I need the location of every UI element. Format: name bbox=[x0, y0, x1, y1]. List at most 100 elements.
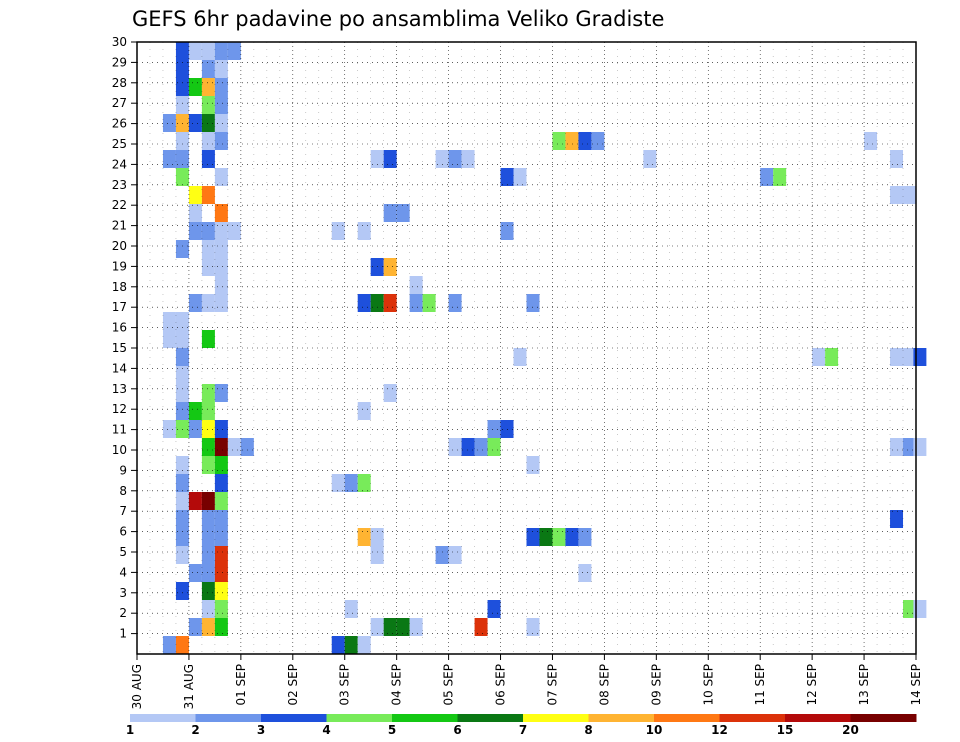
x-tick-label: 01 SEP bbox=[234, 664, 248, 706]
heatmap-cell bbox=[201, 600, 215, 618]
heatmap-cell bbox=[175, 636, 189, 654]
heatmap-cell bbox=[175, 114, 189, 132]
heatmap-cell bbox=[396, 618, 410, 636]
heatmap-cell bbox=[201, 114, 215, 132]
heatmap-cell bbox=[214, 132, 228, 150]
heatmap-cell bbox=[175, 348, 189, 366]
heatmap-cell bbox=[526, 456, 540, 474]
y-axis: 1234567891011121314151617181920212223242… bbox=[112, 35, 137, 641]
heatmap-cell bbox=[578, 528, 592, 546]
heatmap-cell bbox=[175, 78, 189, 96]
heatmap-cell bbox=[175, 510, 189, 528]
heatmap-cell bbox=[396, 204, 410, 222]
heatmap-cell bbox=[890, 150, 904, 168]
heatmap-cell bbox=[357, 474, 371, 492]
heatmap-cell bbox=[214, 168, 228, 186]
heatmap-cell bbox=[773, 168, 787, 186]
heatmap-cell bbox=[409, 276, 423, 294]
heatmap-cell bbox=[487, 600, 501, 618]
heatmap-cell bbox=[201, 618, 215, 636]
heatmap-cell bbox=[214, 420, 228, 438]
x-tick-label: 05 SEP bbox=[442, 664, 456, 706]
heatmap-cell bbox=[435, 150, 449, 168]
heatmap-cell bbox=[448, 294, 462, 312]
heatmap-cell bbox=[214, 438, 228, 456]
heatmap-cell bbox=[422, 294, 436, 312]
y-tick-label: 6 bbox=[119, 525, 127, 539]
heatmap-cell bbox=[565, 132, 579, 150]
heatmap-cell bbox=[214, 258, 228, 276]
heatmap-cell bbox=[825, 348, 839, 366]
heatmap-cell bbox=[552, 132, 566, 150]
x-tick-label: 06 SEP bbox=[494, 664, 508, 706]
heatmap-cell bbox=[370, 258, 384, 276]
heatmap-cell bbox=[188, 294, 202, 312]
heatmap-cell bbox=[864, 132, 878, 150]
heatmap-cell bbox=[201, 582, 215, 600]
heatmap-cell bbox=[175, 402, 189, 420]
heatmap-cell bbox=[513, 168, 527, 186]
heatmap-cell bbox=[175, 150, 189, 168]
heatmap-cell bbox=[201, 60, 215, 78]
heatmap-cell bbox=[331, 474, 345, 492]
heatmap-cell bbox=[201, 546, 215, 564]
heatmap-cell bbox=[188, 618, 202, 636]
y-tick-label: 1 bbox=[119, 627, 127, 641]
heatmap-cell bbox=[201, 258, 215, 276]
heatmap-cell bbox=[383, 294, 397, 312]
heatmap-cell bbox=[487, 420, 501, 438]
heatmap-cell bbox=[383, 204, 397, 222]
legend-label: 1 bbox=[126, 723, 134, 737]
x-tick-label: 09 SEP bbox=[649, 664, 663, 706]
legend-label: 8 bbox=[584, 723, 592, 737]
x-tick-label: 14 SEP bbox=[909, 664, 923, 706]
legend-label: 12 bbox=[711, 723, 728, 737]
heatmap-cell bbox=[175, 96, 189, 114]
legend-label: 4 bbox=[322, 723, 330, 737]
heatmap-cell bbox=[162, 636, 176, 654]
heatmap-cell bbox=[526, 618, 540, 636]
heatmap-cell bbox=[500, 168, 514, 186]
heatmap-cell bbox=[214, 42, 228, 60]
y-tick-label: 20 bbox=[112, 239, 127, 253]
y-tick-label: 30 bbox=[112, 35, 127, 49]
legend-label: 7 bbox=[519, 723, 527, 737]
heatmap-cell bbox=[201, 492, 215, 510]
heatmap-cell bbox=[383, 618, 397, 636]
heatmap-cell bbox=[188, 114, 202, 132]
x-tick-label: 02 SEP bbox=[286, 664, 300, 706]
heatmap-cell bbox=[214, 96, 228, 114]
y-tick-label: 16 bbox=[112, 321, 127, 335]
heatmap-cell bbox=[435, 546, 449, 564]
heatmap-cell bbox=[214, 546, 228, 564]
y-tick-label: 23 bbox=[112, 178, 127, 192]
heatmap-cell bbox=[214, 60, 228, 78]
heatmap-cell bbox=[188, 492, 202, 510]
heatmap-cell bbox=[201, 222, 215, 240]
heatmap-cell bbox=[201, 150, 215, 168]
heatmap-cell bbox=[474, 438, 488, 456]
heatmap-cell bbox=[201, 96, 215, 114]
heatmap-cell bbox=[201, 510, 215, 528]
heatmap-cell bbox=[175, 528, 189, 546]
heatmap-cell bbox=[175, 330, 189, 348]
heatmap-cell bbox=[357, 294, 371, 312]
x-tick-label: 30 AUG bbox=[130, 664, 144, 709]
heatmap-cell bbox=[331, 636, 345, 654]
legend-swatch bbox=[588, 714, 655, 722]
heatmap-cell bbox=[578, 132, 592, 150]
legend-swatch bbox=[195, 714, 262, 722]
heatmap-cell bbox=[201, 132, 215, 150]
heatmap-cell bbox=[240, 438, 254, 456]
heatmap-cell bbox=[188, 564, 202, 582]
heatmap-cell bbox=[890, 438, 904, 456]
y-tick-label: 17 bbox=[112, 300, 127, 314]
color-legend: 1 2 3 4 5 6 7 8 10 12 15 20 bbox=[126, 714, 917, 737]
x-tick-label: 11 SEP bbox=[753, 664, 767, 706]
y-tick-label: 10 bbox=[112, 443, 127, 457]
heatmap-cell bbox=[201, 420, 215, 438]
heatmap-cell bbox=[162, 150, 176, 168]
legend-swatch bbox=[261, 714, 327, 722]
heatmap-cell bbox=[643, 150, 657, 168]
